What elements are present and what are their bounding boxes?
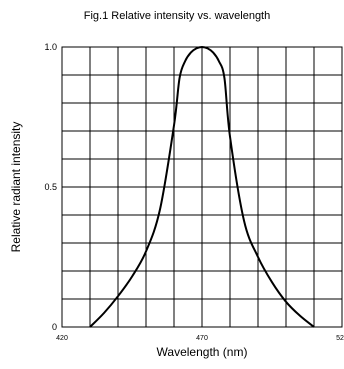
plot-frame <box>61 46 343 328</box>
x-tick-label: 520 <box>336 335 344 342</box>
x-tick-label: 470 <box>196 335 208 342</box>
y-axis-label: Relative radiant intensity <box>9 122 23 253</box>
x-axis-label: Wavelength (nm) <box>157 345 248 359</box>
chart-title: Fig.1 Relative intensity vs. wavelength <box>84 10 270 22</box>
y-tick-label: 0 <box>52 322 57 332</box>
x-tick-label: 420 <box>56 335 68 342</box>
y-tick-label: 0.5 <box>44 182 57 192</box>
y-tick-label: 1.0 <box>44 42 57 52</box>
grid <box>62 47 342 327</box>
tick-labels: 0 0.5 1.0 420 470 520 <box>44 42 344 342</box>
